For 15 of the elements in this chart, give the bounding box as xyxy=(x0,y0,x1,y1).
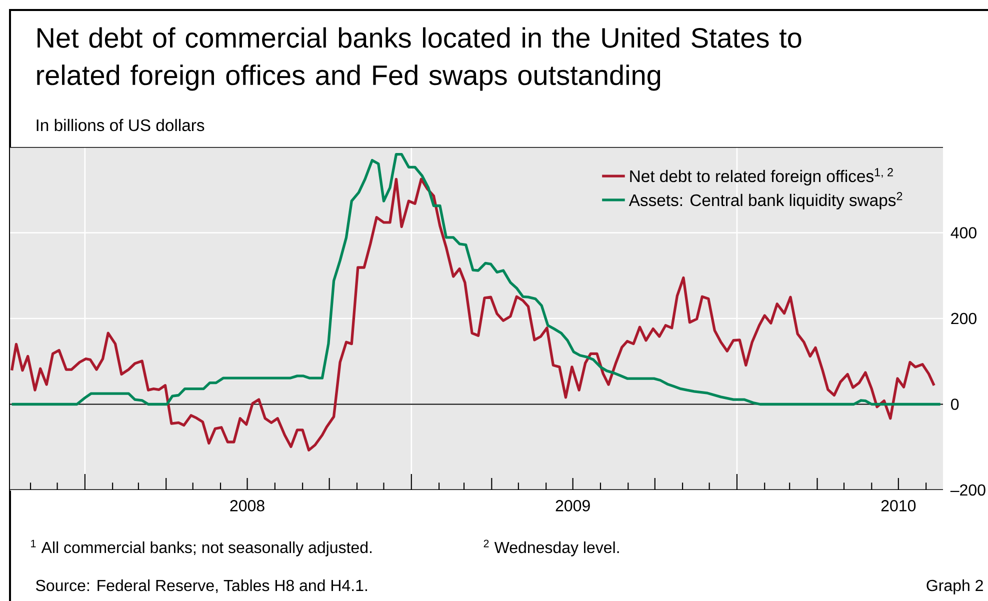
text: $^{1}$ All commercial banks; not seasonally adjusted. xyxy=(31,540,372,556)
x-tick-label: 2008 xyxy=(230,500,264,512)
source-note: Source: Federal Reserve, Tables H8 and H4.1. xyxy=(36,579,367,594)
text: $^{2}$ Wednesday level. xyxy=(484,540,619,556)
y-tick-label: 0 xyxy=(951,398,959,410)
legend-label: Net debt to related foreign offices$^{1, 2}$ xyxy=(630,168,893,186)
y-tick-label: 200 xyxy=(951,312,976,324)
y-tick-label: 400 xyxy=(950,227,976,238)
caption: Graph 2 xyxy=(926,579,983,594)
chart-subtitle: In billions of US dollars xyxy=(36,118,204,132)
chart-title: Net debt of commercial banks located in the United States to related foreign offices and Fed swaps outstanding xyxy=(37,27,802,91)
y-tick-label: –200 xyxy=(950,484,986,496)
x-tick-label: 2009 xyxy=(556,500,590,512)
legend-label: Assets: Central bank liquidity swaps$^{2}$ xyxy=(628,192,902,210)
x-tick-label: 2010 xyxy=(881,500,916,512)
